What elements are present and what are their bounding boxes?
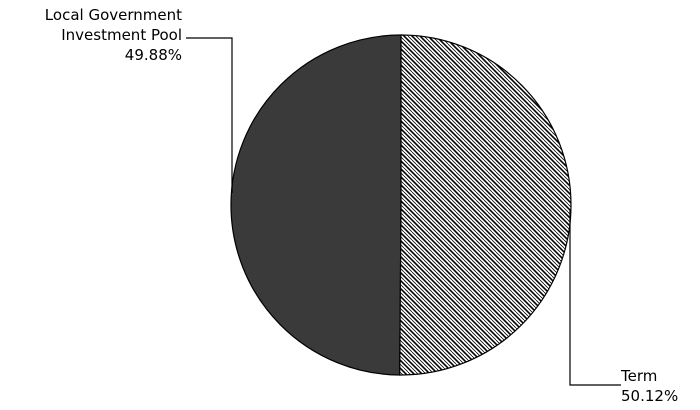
label-term-name: Term	[621, 367, 658, 385]
label-lgip-percent: 49.88%	[124, 46, 182, 64]
leader-line-lgip	[186, 37, 233, 193]
label-term-percent: 50.12%	[621, 387, 679, 405]
pie-slice-local-government-investment-pool	[230, 34, 402, 376]
label-term: Term 50.12%	[621, 366, 678, 406]
label-local-government-investment-pool: Local Government Investment Pool 49.88%	[0, 5, 182, 65]
leader-line-term	[569, 210, 621, 386]
label-lgip-line2: Investment Pool	[61, 26, 182, 44]
label-lgip-line1: Local Government	[44, 6, 182, 24]
pie-slice-term	[399, 34, 572, 376]
